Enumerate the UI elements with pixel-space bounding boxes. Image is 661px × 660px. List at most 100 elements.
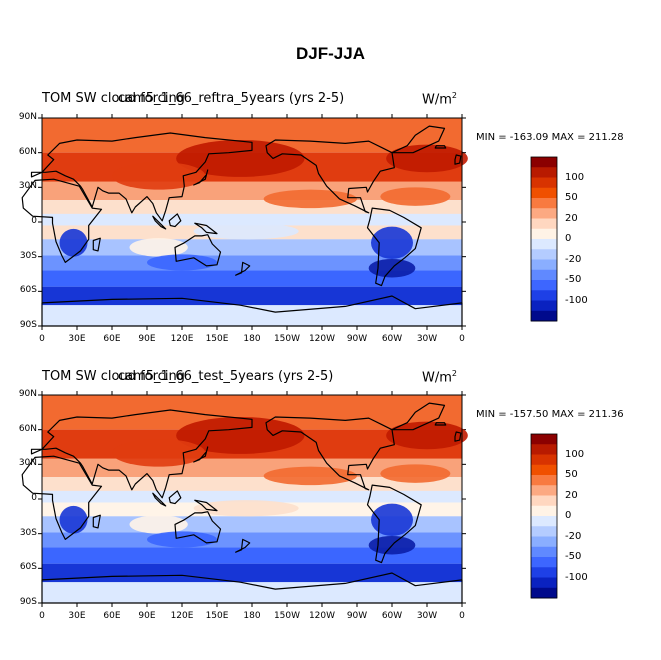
lat-tick-label: 60S <box>19 285 37 296</box>
colorbar-label: -20 <box>565 253 582 265</box>
lon-tick-label: 30W <box>416 611 438 621</box>
panel-title: TOM SW cloud forcing <box>42 91 185 106</box>
colorbar-label: 50 <box>565 192 578 203</box>
map-top <box>21 117 468 327</box>
lon-tick-label: 120E <box>170 611 194 621</box>
contour-blob <box>129 515 188 534</box>
minmax-text: MIN = -163.09 MAX = 211.28 <box>476 132 624 143</box>
colorbar-label: 100 <box>565 171 585 183</box>
colorbar-swatch <box>531 157 557 168</box>
colorbar-swatch <box>531 454 557 466</box>
colorbar-swatch <box>531 167 557 178</box>
contour-blob <box>59 505 88 534</box>
coastline-africa <box>21 178 103 263</box>
contour-blob <box>193 223 299 240</box>
units-label: W/m2 <box>422 91 457 107</box>
contour-band <box>42 213 462 226</box>
contour-band <box>42 200 462 214</box>
colorbar-swatch <box>531 177 557 189</box>
contour-blob <box>176 139 305 177</box>
colorbar-swatch <box>531 577 557 589</box>
coastline-madagascar <box>92 514 101 529</box>
lon-tick-label: 60E <box>103 611 121 621</box>
lat-tick-label: 30N <box>18 181 37 192</box>
units-superscript: 2 <box>451 369 457 378</box>
contour-blob <box>380 187 451 206</box>
contour-band <box>42 490 462 503</box>
contour-blob <box>386 144 468 173</box>
coastline-borneo <box>168 213 182 228</box>
contour-band <box>42 563 462 583</box>
coastline-ngu <box>194 499 218 512</box>
lat-tick-label: 0 <box>31 493 37 503</box>
coastline-namerica <box>265 139 395 214</box>
contour-blob <box>112 438 206 467</box>
lat-tick-label: 60N <box>18 146 37 157</box>
lon-tick-label: 150E <box>205 334 229 344</box>
coastline-nz <box>235 261 251 276</box>
lon-tick-label: 90W <box>346 334 368 344</box>
lon-tick-label: 180 <box>243 334 261 344</box>
colorbar-swatch <box>531 495 557 507</box>
coastline-samerica <box>366 484 422 564</box>
lon-tick-label: 120W <box>308 611 336 621</box>
colorbar-swatch <box>531 505 557 517</box>
coastline-australia <box>174 234 222 267</box>
lon-tick-label: 60E <box>103 334 121 344</box>
colorbar-label: 0 <box>565 233 572 244</box>
colorbar-frame <box>530 433 558 599</box>
contour-blob <box>176 416 305 454</box>
lat-tick-label: 60N <box>18 423 37 434</box>
lat-tick-label: 90N <box>18 112 37 122</box>
lon-tick-label: 150W <box>273 611 301 621</box>
coastline-borneo <box>168 490 182 505</box>
coastline-iceland <box>434 422 447 426</box>
colorbar-label: -100 <box>565 294 588 306</box>
units-text: W/m <box>422 92 452 108</box>
colorbar-swatch <box>531 444 557 455</box>
colorbar-swatch <box>531 280 557 291</box>
coastline-eurasia <box>30 409 253 499</box>
contour-blob <box>263 189 357 209</box>
colorbar-label: -20 <box>565 530 582 542</box>
colorbar-label: -50 <box>565 551 582 562</box>
contour-band <box>42 305 462 326</box>
contour-blob <box>129 238 188 257</box>
lat-tick-label: 30S <box>19 250 37 261</box>
units-superscript: 2 <box>451 91 457 100</box>
lat-tick-label: 0 <box>31 216 37 226</box>
colorbar-label: 20 <box>565 212 578 224</box>
panel-title: TOM SW cloud forcing <box>42 369 185 384</box>
contour-band <box>42 547 462 564</box>
colorbar-swatch <box>531 536 557 548</box>
colorbar-swatch <box>531 239 557 250</box>
units-label: W/m2 <box>422 369 457 385</box>
lon-tick-label: 0 <box>39 334 45 344</box>
colorbar-swatch <box>531 557 557 568</box>
contour-blob <box>147 254 217 271</box>
coastline-nz <box>235 538 251 553</box>
lon-tick-label: 150W <box>273 334 301 344</box>
lat-tick-label: 90N <box>18 389 37 399</box>
lat-tick-label: 30N <box>18 458 37 469</box>
colorbar-swatch <box>531 300 557 312</box>
colorbar-swatch <box>531 310 557 322</box>
minmax-text: MIN = -157.50 MAX = 211.36 <box>476 409 624 420</box>
colorbar-swatch <box>531 269 557 281</box>
colorbar-swatch <box>531 475 557 486</box>
lon-tick-label: 0 <box>39 611 45 621</box>
colorbar-label: 20 <box>565 489 578 501</box>
colorbar-swatch <box>531 249 557 260</box>
units-text: W/m <box>422 370 452 386</box>
colorbar-swatch <box>531 567 557 578</box>
colorbar-swatch <box>531 187 557 199</box>
colorbar-swatch <box>531 485 557 496</box>
page-title: DJF-JJA <box>296 44 365 63</box>
contour-band <box>42 532 462 548</box>
panel-case-title: cam5_1_66_test_5years (yrs 2-5) <box>118 369 334 384</box>
lon-tick-label: 0 <box>459 334 465 344</box>
colorbar-swatch <box>531 218 557 230</box>
lon-tick-label: 30E <box>68 611 86 621</box>
contour-band <box>42 582 462 603</box>
map-bottom <box>21 394 468 604</box>
